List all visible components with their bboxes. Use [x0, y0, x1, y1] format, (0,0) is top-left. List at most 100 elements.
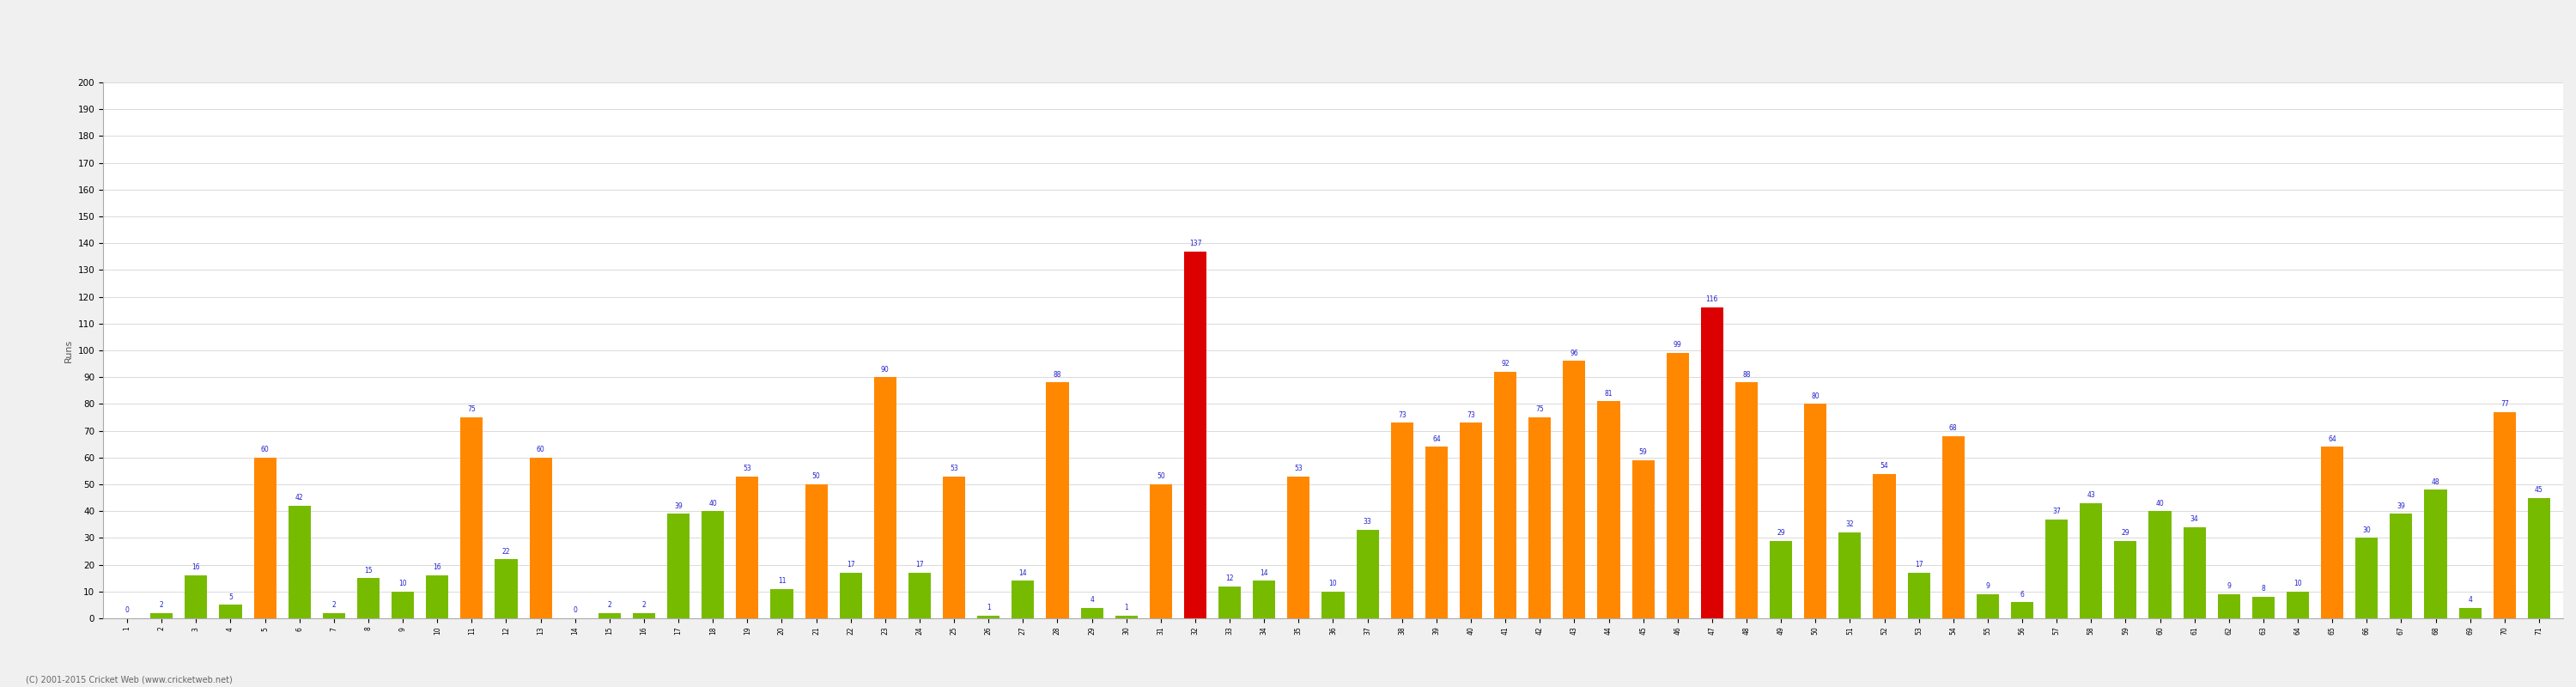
Bar — [806, 484, 827, 618]
Text: 22: 22 — [502, 548, 510, 555]
Bar — [770, 589, 793, 618]
Bar — [1218, 586, 1242, 618]
Text: 60: 60 — [260, 446, 268, 453]
Text: 39: 39 — [2398, 502, 2406, 510]
Bar — [1115, 616, 1139, 618]
Text: 17: 17 — [848, 561, 855, 569]
Bar — [2045, 519, 2069, 618]
Text: 8: 8 — [2262, 585, 2264, 593]
Bar — [1667, 353, 1690, 618]
Bar — [1358, 530, 1378, 618]
Bar — [2424, 490, 2447, 618]
Text: 64: 64 — [2329, 435, 2336, 443]
Bar — [1770, 541, 1793, 618]
Text: 6: 6 — [2020, 590, 2025, 598]
Bar — [909, 573, 930, 618]
Bar — [1185, 251, 1206, 618]
Bar — [1082, 607, 1103, 618]
Text: 39: 39 — [675, 502, 683, 510]
Bar — [1597, 401, 1620, 618]
Text: 10: 10 — [2293, 580, 2303, 587]
Bar — [1149, 484, 1172, 618]
Text: 92: 92 — [1502, 360, 1510, 368]
Bar — [873, 377, 896, 618]
Bar — [667, 514, 690, 618]
Bar — [149, 613, 173, 618]
Text: 53: 53 — [1293, 464, 1303, 472]
Text: 88: 88 — [1741, 371, 1752, 379]
Bar — [737, 476, 757, 618]
Text: 77: 77 — [2501, 401, 2509, 408]
Text: 40: 40 — [708, 499, 716, 507]
Text: 60: 60 — [536, 446, 544, 453]
Text: 4: 4 — [2468, 596, 2473, 604]
Bar — [1012, 581, 1033, 618]
Text: 99: 99 — [1674, 341, 1682, 349]
Text: 68: 68 — [1950, 425, 1958, 432]
Text: 42: 42 — [296, 494, 304, 502]
Bar — [1803, 404, 1826, 618]
Text: 96: 96 — [1571, 349, 1579, 357]
Text: 73: 73 — [1466, 411, 1476, 418]
Text: 2: 2 — [332, 601, 335, 609]
Text: 29: 29 — [2123, 529, 2130, 537]
Bar — [425, 576, 448, 618]
Text: 15: 15 — [363, 566, 374, 574]
Bar — [634, 613, 654, 618]
Text: 59: 59 — [1638, 449, 1649, 456]
Bar — [976, 616, 999, 618]
Bar — [1633, 460, 1654, 618]
Text: 9: 9 — [1986, 583, 1989, 590]
Text: 34: 34 — [2190, 515, 2200, 523]
Text: 53: 53 — [742, 464, 752, 472]
Text: 53: 53 — [951, 464, 958, 472]
Text: 16: 16 — [433, 563, 440, 572]
Bar — [2079, 503, 2102, 618]
Text: 5: 5 — [229, 593, 232, 601]
Text: 88: 88 — [1054, 371, 1061, 379]
Bar — [1494, 372, 1517, 618]
Bar — [2527, 497, 2550, 618]
Bar — [1564, 361, 1584, 618]
Bar — [1046, 383, 1069, 618]
Text: 11: 11 — [778, 577, 786, 585]
Text: 90: 90 — [881, 365, 889, 373]
Text: 10: 10 — [1329, 580, 1337, 587]
Text: 12: 12 — [1226, 574, 1234, 582]
Text: 54: 54 — [1880, 462, 1888, 470]
Text: 1: 1 — [1123, 604, 1128, 611]
Bar — [598, 613, 621, 618]
Bar — [1461, 423, 1481, 618]
Bar — [531, 458, 551, 618]
Bar — [358, 578, 379, 618]
Text: 16: 16 — [193, 563, 201, 572]
Bar — [943, 476, 966, 618]
Bar — [840, 573, 863, 618]
Text: 37: 37 — [2053, 508, 2061, 515]
Text: 0: 0 — [572, 607, 577, 614]
Bar — [2218, 594, 2241, 618]
Text: 137: 137 — [1190, 240, 1200, 247]
Text: 29: 29 — [1777, 529, 1785, 537]
Bar — [1700, 308, 1723, 618]
Bar — [2321, 447, 2344, 618]
Text: 33: 33 — [1363, 518, 1373, 526]
Text: 116: 116 — [1705, 295, 1718, 304]
Text: 4: 4 — [1090, 596, 1095, 604]
Bar — [2460, 607, 2481, 618]
Text: 75: 75 — [466, 405, 477, 414]
Text: 64: 64 — [1432, 435, 1440, 443]
Bar — [289, 506, 312, 618]
Text: 81: 81 — [1605, 390, 1613, 397]
Bar — [2251, 597, 2275, 618]
Text: 9: 9 — [2226, 583, 2231, 590]
Bar — [1288, 476, 1309, 618]
Text: 48: 48 — [2432, 478, 2439, 486]
Bar — [1425, 447, 1448, 618]
Text: 1: 1 — [987, 604, 992, 611]
Bar — [495, 559, 518, 618]
Text: 45: 45 — [2535, 486, 2543, 494]
Bar — [2115, 541, 2136, 618]
Bar — [255, 458, 276, 618]
Bar — [1252, 581, 1275, 618]
